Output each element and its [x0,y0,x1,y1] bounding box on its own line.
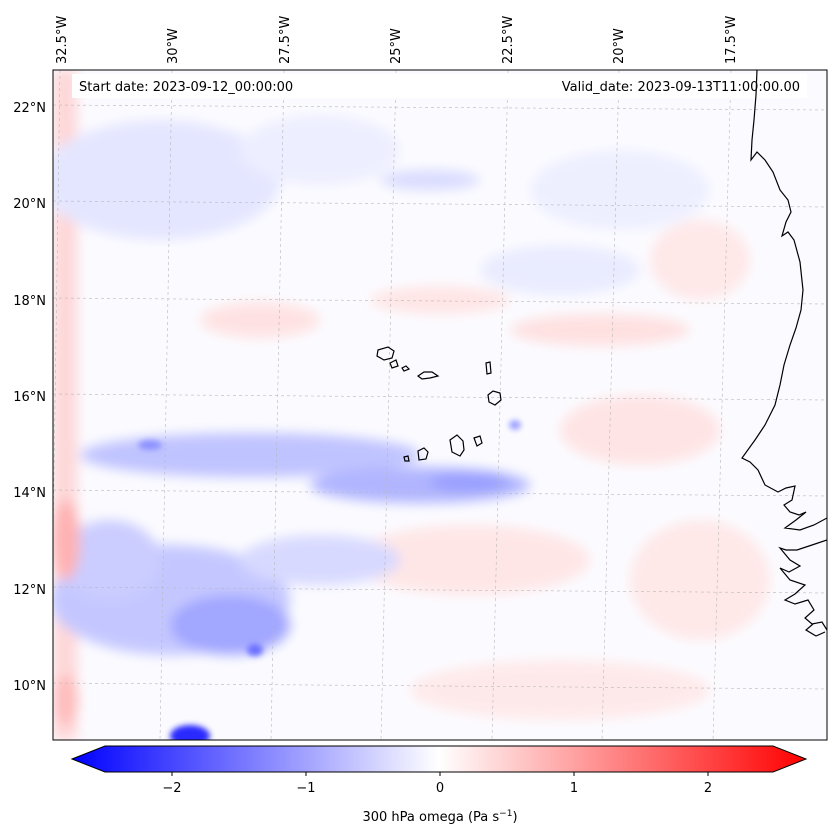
colorbar-bar [70,745,808,773]
lat-label: 22°N [13,101,46,116]
strong-ascent-spot [170,725,210,740]
colorbar-tick-label: −1 [296,781,315,796]
colorbar: −2 −1 0 1 2 300 hPa omega (Pa s−1) [70,745,808,825]
colorbar-tick-label: −2 [162,781,181,796]
colorbar-tick-label: 0 [436,781,444,796]
lat-label: 14°N [13,486,46,501]
lon-label: 32.5°W [55,16,70,64]
colorbar-label-exponent: −1 [499,809,512,819]
omega-field [53,70,827,740]
colorbar-tick-label: 2 [704,781,712,796]
lat-label: 20°N [13,197,46,212]
colorbar-label: 300 hPa omega (Pa s−1) [362,809,517,825]
graticule [53,70,827,740]
longitude-labels: 32.5°W 30°W 27.5°W 25°W 22.5°W 20°W 17.5… [55,16,739,64]
header-box [72,74,807,98]
lon-label: 27.5°W [278,16,293,64]
start-date-text: Start date: 2023-09-12_00:00:00 [79,80,293,95]
lat-label: 16°N [13,390,46,405]
lat-label: 12°N [13,583,46,598]
colorbar-label-close: ) [512,810,517,825]
lat-label: 10°N [13,679,46,694]
lon-label: 30°W [166,28,181,64]
colorbar-label-main: 300 hPa omega (Pa s [362,810,499,825]
colorbar-ticks [171,772,709,776]
lon-label: 17.5°W [724,16,739,64]
coastlines [376,70,827,637]
valid-date-text: Valid_date: 2023-09-13T11:00:00.00 [562,80,800,95]
lon-label: 20°W [612,28,627,64]
lon-label: 22.5°W [501,16,516,64]
map-frame [52,69,828,741]
latitude-labels: 22°N 20°N 18°N 16°N 14°N 12°N 10°N [13,101,46,694]
colorbar-tick-label: 1 [570,781,578,796]
lon-label: 25°W [389,28,404,64]
lat-label: 18°N [13,294,46,309]
